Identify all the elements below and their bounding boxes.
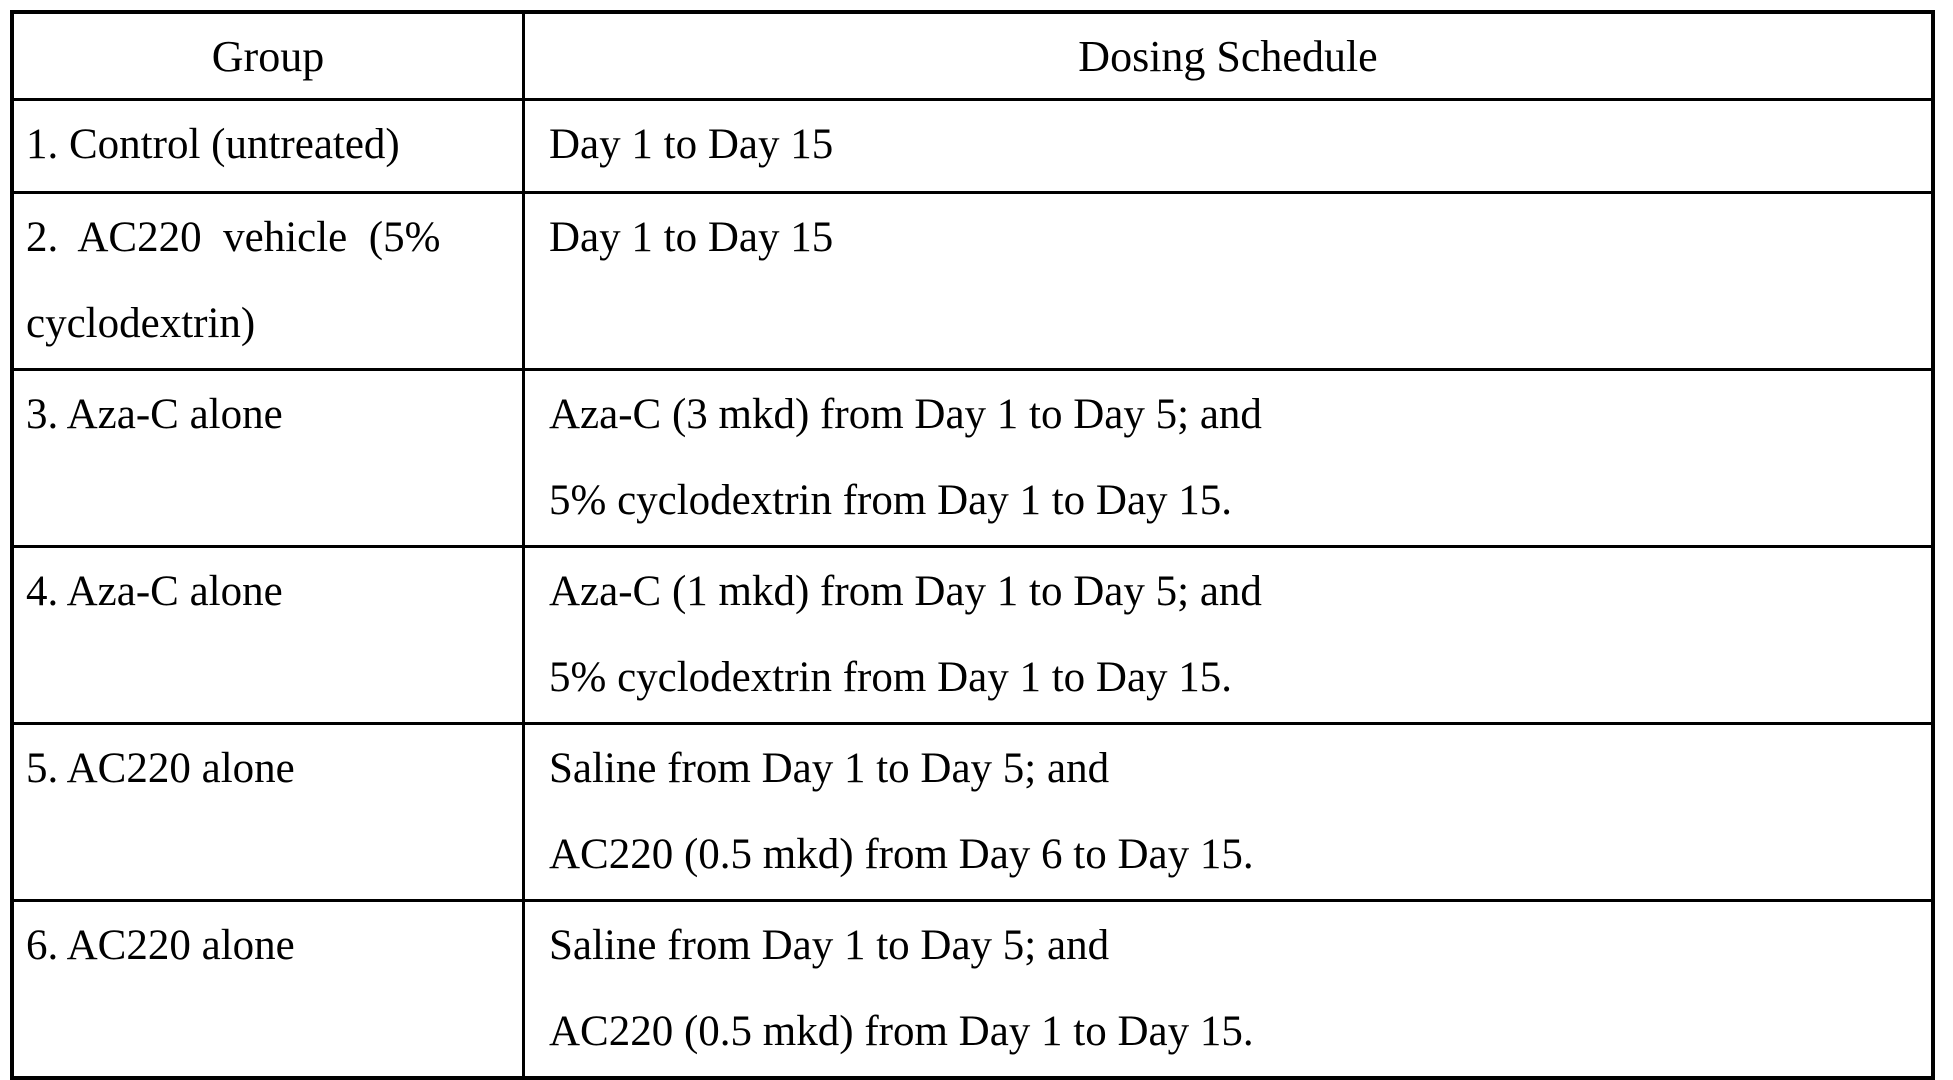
schedule-cell: Aza-C (3 mkd) from Day 1 to Day 5; and 5%… — [522, 368, 1935, 548]
schedule-cell-line: Aza-C (3 mkd) from Day 1 to Day 5; and — [549, 391, 1262, 438]
table-row: 1. Control (untreated) Day 1 to Day 15 — [10, 98, 1935, 194]
schedule-cell-line: Aza-C (1 mkd) from Day 1 to Day 5; and — [549, 568, 1262, 615]
column-header-dosing-schedule: Dosing Schedule — [522, 10, 1935, 101]
group-cell-line: 3. Aza-C alone — [26, 391, 283, 438]
group-cell: 4. Aza-C alone — [10, 545, 525, 725]
schedule-cell: Saline from Day 1 to Day 5; and AC220 (0.… — [522, 722, 1935, 902]
schedule-cell: Aza-C (1 mkd) from Day 1 to Day 5; and 5%… — [522, 545, 1935, 725]
column-header-group: Group — [10, 10, 525, 101]
dosing-schedule-table: Group Dosing Schedule 1. Control (untrea… — [10, 10, 1935, 1080]
schedule-cell-line: AC220 (0.5 mkd) from Day 6 to Day 15. — [549, 831, 1254, 878]
group-cell-line: 6. AC220 alone — [26, 922, 295, 969]
header-row: Group Dosing Schedule — [10, 10, 1935, 101]
group-cell: 2. AC220 vehicle (5% cyclodextrin) — [10, 191, 525, 371]
group-cell-line: 5. AC220 alone — [26, 745, 295, 792]
schedule-cell-line: Day 1 to Day 15 — [549, 121, 834, 168]
table-row: 2. AC220 vehicle (5% cyclodextrin) Day 1 t… — [10, 191, 1935, 371]
dosing-schedule-table-container: Group Dosing Schedule 1. Control (untrea… — [10, 10, 1935, 1080]
table-row: 3. Aza-C alone Aza-C (3 mkd) from Day 1 t… — [10, 368, 1935, 548]
group-cell-line: 1. Control (untreated) — [26, 121, 400, 168]
table-body: 1. Control (untreated) Day 1 to Day 15 2. … — [10, 98, 1935, 1080]
group-cell-line: 2. AC220 vehicle (5% — [26, 214, 441, 261]
group-cell: 1. Control (untreated) — [10, 98, 525, 194]
table-row: 4. Aza-C alone Aza-C (1 mkd) from Day 1 t… — [10, 545, 1935, 725]
schedule-cell-line: AC220 (0.5 mkd) from Day 1 to Day 15. — [549, 1008, 1254, 1055]
schedule-cell-line: Day 1 to Day 15 — [549, 214, 834, 261]
group-cell: 5. AC220 alone — [10, 722, 525, 902]
schedule-cell-line: Saline from Day 1 to Day 5; and — [549, 922, 1110, 969]
group-cell: 6. AC220 alone — [10, 899, 525, 1080]
schedule-cell-line: Saline from Day 1 to Day 5; and — [549, 745, 1110, 792]
schedule-cell-line: 5% cyclodextrin from Day 1 to Day 15. — [549, 654, 1233, 701]
schedule-cell: Day 1 to Day 15 — [522, 98, 1935, 194]
schedule-cell: Day 1 to Day 15 — [522, 191, 1935, 371]
group-cell: 3. Aza-C alone — [10, 368, 525, 548]
table-row: 5. AC220 alone Saline from Day 1 to Day 5… — [10, 722, 1935, 902]
group-cell-line: 4. Aza-C alone — [26, 568, 283, 615]
schedule-cell: Saline from Day 1 to Day 5; and AC220 (0.… — [522, 899, 1935, 1080]
group-cell-line: cyclodextrin) — [26, 300, 256, 347]
schedule-cell-line: 5% cyclodextrin from Day 1 to Day 15. — [549, 477, 1233, 524]
table-row: 6. AC220 alone Saline from Day 1 to Day 5… — [10, 899, 1935, 1080]
